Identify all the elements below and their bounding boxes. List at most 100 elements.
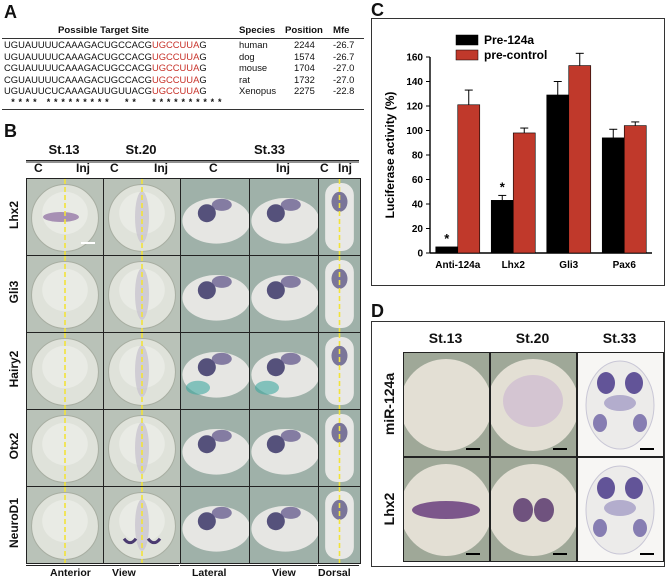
embryo-image xyxy=(249,409,319,487)
embryo-image xyxy=(318,178,361,256)
sequence-row: CGUAUUUUCAAAGACUGCCACGUGCCUUAG xyxy=(4,73,207,86)
in-situ-image xyxy=(403,352,490,457)
view-rule xyxy=(180,565,317,566)
mfe-cell: -27.0 xyxy=(333,73,355,85)
conservation-stars: * * * * * * * * * * * * * * * * * * * * … xyxy=(7,96,222,107)
position-cell: 1704 xyxy=(294,62,315,73)
y-tick-label: 80 xyxy=(412,151,424,162)
sequence-end: G xyxy=(199,73,207,85)
condition-label: Inj xyxy=(76,161,90,175)
condition-label: Inj xyxy=(338,161,352,175)
sequence-end: G xyxy=(199,85,207,96)
embryo-image xyxy=(249,486,319,564)
panel-c: 0 20 40 60 80 100 120 140 160 Luciferase activity… xyxy=(371,18,665,286)
gene-row-label: Lhx2 xyxy=(7,201,21,230)
sequence-row: UGUAUUUUCAAAGACUGCCACGUGCCUUAG xyxy=(4,50,207,63)
bar xyxy=(623,125,647,254)
species-cell: human xyxy=(239,39,268,50)
significance-star: * xyxy=(500,179,506,194)
embryo-image xyxy=(249,178,319,256)
sequence-row: UGUAUUCUCAAAGAUUGUUACGUGCCUUAG xyxy=(4,85,207,97)
sequence-end: G xyxy=(199,39,207,50)
condition-label: C xyxy=(320,161,329,175)
embryo-image xyxy=(318,409,361,487)
stage-label: St.13 xyxy=(48,142,80,157)
embryo-image xyxy=(26,409,104,487)
in-situ-image xyxy=(490,457,577,562)
species-cell: Xenopus xyxy=(239,85,277,96)
bar xyxy=(546,94,570,254)
sequence-seed: UGCCUUA xyxy=(151,50,200,62)
bar xyxy=(457,104,481,254)
sequence-black: UGUAUUCUCAAAGAUUGUUACG xyxy=(4,85,152,96)
legend-swatch xyxy=(455,34,479,46)
sequence-seed: UGCCUUA xyxy=(151,39,200,50)
embryo-image xyxy=(180,255,250,333)
view-rule xyxy=(318,565,359,566)
target-site-header: Possible Target Site xyxy=(58,25,149,36)
x-tick-label: Anti-124a xyxy=(435,260,480,271)
sequence-black: CGUAUUUUCAAAGACUGCCACG xyxy=(4,73,152,85)
panel-a: A Possible Target Site Species Position … xyxy=(0,2,366,116)
x-tick-label: Lhx2 xyxy=(502,260,526,271)
panel-d-label: D xyxy=(371,301,384,321)
gene-row-label: NeuroD1 xyxy=(7,498,21,549)
panel-b-label: B xyxy=(4,121,17,141)
embryo-image xyxy=(318,486,361,564)
embryo-image xyxy=(26,178,104,256)
gene-row-label: Otx2 xyxy=(7,432,21,460)
sequence-seed: UGCCUUA xyxy=(151,85,200,96)
y-tick-label: 60 xyxy=(412,175,424,186)
sequence-row: CGUAUUUUCAAAGACUGCCACGUGCCUUAG xyxy=(4,62,207,74)
row-label: Lhx2 xyxy=(381,492,397,526)
embryo-image xyxy=(180,178,250,256)
bar xyxy=(568,65,592,254)
embryo-image xyxy=(103,255,181,333)
significance-star: * xyxy=(444,231,450,246)
mfe-cell: -27.0 xyxy=(333,62,355,73)
mfe-cell: -26.7 xyxy=(333,39,355,50)
in-situ-image xyxy=(577,352,664,457)
panel-a-label: A xyxy=(4,2,17,22)
bar xyxy=(601,137,625,254)
y-tick-label: 120 xyxy=(406,102,423,113)
embryo-image xyxy=(103,332,181,410)
sequence-black: CGUAUUUUCAAAGACUGCCACG xyxy=(4,62,152,73)
row-label: miR-124a xyxy=(381,372,397,436)
mfe-cell: -26.7 xyxy=(333,50,355,62)
species-header: Species xyxy=(239,25,276,36)
embryo-image xyxy=(180,409,250,487)
y-tick-label: 0 xyxy=(417,249,423,260)
y-tick-label: 100 xyxy=(406,126,423,137)
y-tick-label: 40 xyxy=(412,200,424,211)
embryo-image xyxy=(26,332,104,410)
bar xyxy=(512,132,536,254)
bar xyxy=(490,200,514,254)
gene-row-label: Gli3 xyxy=(7,280,21,304)
position-cell: 2244 xyxy=(294,39,315,50)
embryo-image xyxy=(26,486,104,564)
panel-b-grid xyxy=(26,161,359,163)
x-tick-label: Pax6 xyxy=(613,260,637,271)
panel-d: St.13 St.20 St.33 miR-124a Lhx2 xyxy=(371,321,665,567)
mfe-header: Mfe xyxy=(333,25,350,36)
embryo-image xyxy=(26,255,104,333)
position-cell: 1732 xyxy=(294,73,315,85)
stage-label: St.20 xyxy=(125,142,157,157)
sequence-seed: UGCCUUA xyxy=(151,62,200,73)
species-cell: mouse xyxy=(239,62,268,73)
mfe-cell: -22.8 xyxy=(333,85,355,96)
panel-b: St.13 St.20 St.33 C Inj C Inj C Inj C Inj Lhx2 Gli3 H… xyxy=(4,142,361,579)
y-tick-label: 160 xyxy=(406,53,423,64)
condition-label: C xyxy=(34,161,43,175)
condition-label: C xyxy=(209,161,218,175)
in-situ-image xyxy=(490,352,577,457)
luciferase-chart: 0 20 40 60 80 100 120 140 160 Luciferase activity… xyxy=(383,33,652,271)
embryo-image xyxy=(318,255,361,333)
embryo-image xyxy=(180,332,250,410)
embryo-image xyxy=(103,409,181,487)
y-axis-label: Luciferase activity (%) xyxy=(383,92,397,219)
embryo-image xyxy=(103,178,181,256)
bar xyxy=(435,246,459,254)
stage-label: St.20 xyxy=(515,330,550,346)
